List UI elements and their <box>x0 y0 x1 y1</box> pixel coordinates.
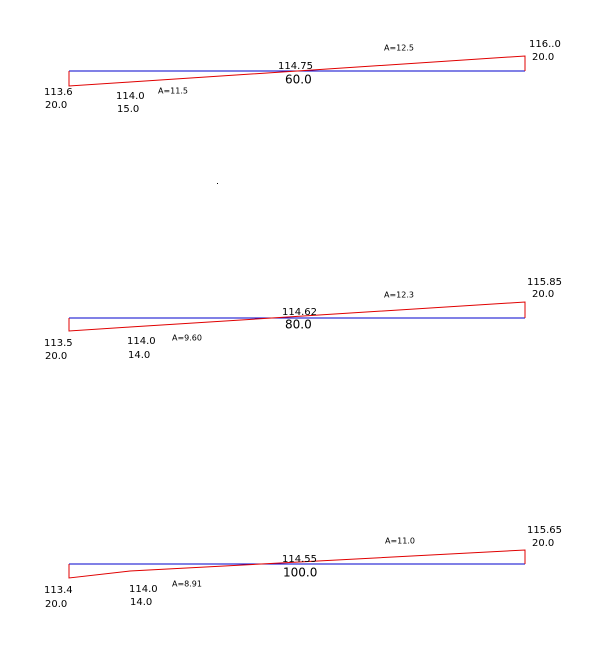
area-left: A=11.5 <box>158 87 188 96</box>
area-left: A=8.91 <box>172 580 202 589</box>
area-right: A=12.5 <box>384 44 414 53</box>
ground-profile <box>68 55 526 87</box>
center-elevation: 114.62 <box>282 307 317 318</box>
right-offset: 20.0 <box>532 289 554 300</box>
left-offset: 20.0 <box>45 599 67 610</box>
center-offset: 80.0 <box>285 318 312 332</box>
left-elevation: 113.4 <box>44 585 73 596</box>
right-elevation: 116..0 <box>529 39 561 50</box>
mid-elevation: 114.0 <box>127 336 156 347</box>
left-elevation: 113.5 <box>44 338 73 349</box>
mid-elevation: 114.0 <box>116 91 145 102</box>
mid-offset: 14.0 <box>128 350 150 361</box>
center-offset: 60.0 <box>285 73 312 87</box>
area-right: A=11.0 <box>385 537 415 546</box>
ground-profile <box>68 301 526 332</box>
right-offset: 20.0 <box>532 538 554 549</box>
left-offset: 20.0 <box>45 100 67 111</box>
right-offset: 20.0 <box>532 52 554 63</box>
left-offset: 20.0 <box>45 351 67 362</box>
ground-profile <box>68 549 526 579</box>
left-elevation: 113.6 <box>44 87 73 98</box>
dot <box>217 183 218 184</box>
center-offset: 100.0 <box>283 566 317 580</box>
right-elevation: 115.85 <box>527 277 562 288</box>
center-elevation: 114.55 <box>282 554 317 565</box>
mid-offset: 14.0 <box>130 597 152 608</box>
right-elevation: 115.65 <box>527 525 562 536</box>
mid-offset: 15.0 <box>117 104 139 115</box>
area-right: A=12.3 <box>384 291 414 300</box>
area-left: A=9.60 <box>172 334 202 343</box>
center-elevation: 114.75 <box>278 61 313 72</box>
mid-elevation: 114.0 <box>129 584 158 595</box>
